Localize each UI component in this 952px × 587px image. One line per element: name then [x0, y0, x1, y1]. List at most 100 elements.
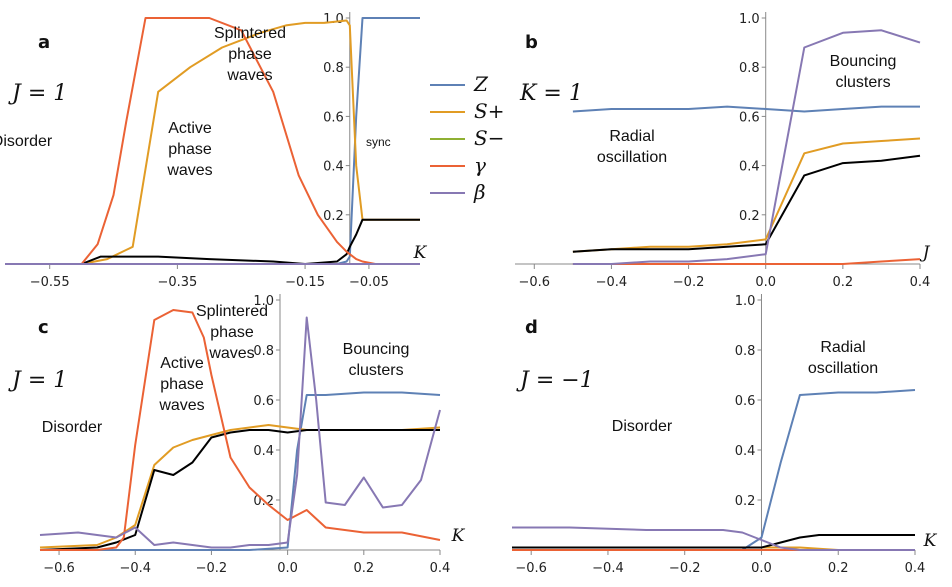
series-line-S+ [39, 424, 441, 549]
series-line-S- [572, 154, 921, 253]
y-tick-label: 0.6 [735, 394, 756, 409]
series-line-Z [512, 389, 916, 551]
panel-letter: c [38, 317, 49, 338]
x-tick-label: −0.4 [592, 561, 624, 576]
x-tick-label: 0.4 [905, 561, 926, 576]
region-annotation: sync [366, 135, 391, 149]
y-tick-label: 1.0 [739, 12, 760, 27]
y-tick-label: 0.4 [253, 444, 274, 459]
panel-b: −0.6 −0.4 −0.2 0.0 0.2 0.4 0.2 0.4 0.6 0.8 1.0 Jb K … [515, 12, 931, 290]
parameter-label: J = −1 [516, 368, 594, 393]
series-line-γ [40, 309, 441, 551]
x-tick-label: −0.55 [30, 275, 70, 290]
annotation-line: clusters [348, 362, 403, 379]
region-annotation: Splintered phase waves [196, 303, 268, 362]
series-line-β [512, 526, 915, 551]
x-tick-label: −0.4 [596, 275, 628, 290]
annotation-line: oscillation [808, 360, 878, 377]
annotation-line: waves [158, 397, 204, 414]
panel-letter: d [525, 317, 538, 338]
y-tick-label: 0.6 [323, 110, 344, 125]
series-line-β [39, 316, 441, 549]
x-tick-label: 0.4 [430, 561, 451, 576]
series-line-γ [5, 17, 420, 265]
y-tick-label: 0.6 [739, 110, 760, 125]
annotation-line: Active [160, 355, 204, 372]
x-tick-label: −0.15 [285, 275, 325, 290]
y-tick-label: 0.4 [739, 160, 760, 175]
y-tick-label: 0.8 [739, 61, 760, 76]
y-tick-label: 1.0 [253, 294, 274, 309]
y-tick-label: 0.4 [735, 444, 756, 459]
annotation-line: clusters [835, 74, 890, 91]
annotation-line: Splintered [196, 303, 268, 320]
x-axis-label: J [920, 243, 931, 263]
parameter-label: J = 1 [8, 81, 67, 106]
x-tick-label: −0.6 [515, 561, 547, 576]
legend: Z S+ S− γβ [430, 72, 504, 204]
y-tick-label: 0.4 [323, 160, 344, 175]
annotation-line: waves [208, 345, 254, 362]
x-tick-label: −0.2 [196, 561, 228, 576]
annotation-line: Bouncing [343, 341, 410, 358]
y-tick-label: 0.6 [253, 394, 274, 409]
series-line-S- [5, 218, 420, 265]
x-tick-label: 0.0 [277, 561, 298, 576]
y-tick-label: 0.2 [323, 209, 344, 224]
x-tick-label: 0.2 [353, 561, 374, 576]
annotation-line: Disorder [42, 419, 103, 436]
x-axis-label: K [451, 526, 466, 546]
x-tick-label: −0.35 [157, 275, 197, 290]
series-line-Z [572, 105, 920, 113]
region-annotation: Disorder [0, 133, 53, 150]
x-tick-label: −0.4 [119, 561, 151, 576]
region-annotation: Radial oscillation [597, 128, 667, 166]
series-line-S+ [572, 137, 921, 253]
annotation-line: Disorder [0, 133, 53, 150]
annotation-line: Active [168, 120, 212, 137]
panel-d: −0.6 −0.4 −0.2 0.0 0.2 0.4 0.2 0.4 0.6 0.8 1.0 Kd J … [512, 294, 938, 576]
series-line-S- [512, 534, 915, 549]
x-tick-label: −0.6 [43, 561, 75, 576]
y-tick-label: 0.8 [253, 344, 274, 359]
annotation-line: Disorder [612, 418, 673, 435]
annotation-line: Radial [820, 339, 865, 356]
region-annotation: Splintered phase waves [214, 25, 286, 84]
x-tick-label: 0.0 [751, 561, 772, 576]
x-tick-label: −0.2 [669, 561, 701, 576]
region-annotation: Bouncing clusters [830, 53, 897, 91]
series-line-γ [572, 258, 921, 265]
y-tick-label: 0.8 [323, 61, 344, 76]
annotation-line: oscillation [597, 149, 667, 166]
x-tick-label: 0.0 [755, 275, 776, 290]
series-line-S+ [5, 19, 420, 265]
series-line-Z [5, 17, 420, 265]
x-tick-label: −0.6 [518, 275, 550, 290]
annotation-line: Bouncing [830, 53, 897, 70]
series-line-β [572, 29, 921, 265]
x-axis-label: K [413, 243, 428, 263]
x-tick-label: −0.2 [673, 275, 705, 290]
legend-label: β [473, 180, 486, 204]
x-axis-label: K [923, 531, 938, 551]
y-tick-label: 0.2 [735, 494, 756, 509]
panel-letter: a [38, 32, 50, 53]
series-line-Z [40, 391, 441, 551]
panel-c: −0.6 −0.4 −0.2 0.0 0.2 0.40.20.40.60.81.0KcJ … [8, 294, 466, 576]
legend-label: γ [474, 153, 486, 177]
parameter-label: J = 1 [8, 368, 67, 393]
y-tick-label: 1.0 [323, 12, 344, 27]
annotation-line: phase [228, 46, 272, 63]
series-line-S- [39, 429, 440, 551]
region-annotation: Disorder [42, 419, 103, 436]
x-tick-label: 0.4 [910, 275, 931, 290]
x-tick-label: −0.05 [349, 275, 389, 290]
region-annotation: Active phase waves [158, 355, 204, 414]
x-tick-label: 0.2 [828, 561, 849, 576]
y-tick-label: 0.2 [739, 209, 760, 224]
y-tick-label: 0.8 [735, 344, 756, 359]
annotation-line: waves [226, 67, 272, 84]
legend-label: S− [474, 126, 504, 150]
region-annotation: Bouncing clusters [343, 341, 410, 379]
parameter-label: K = 1 [519, 81, 583, 106]
